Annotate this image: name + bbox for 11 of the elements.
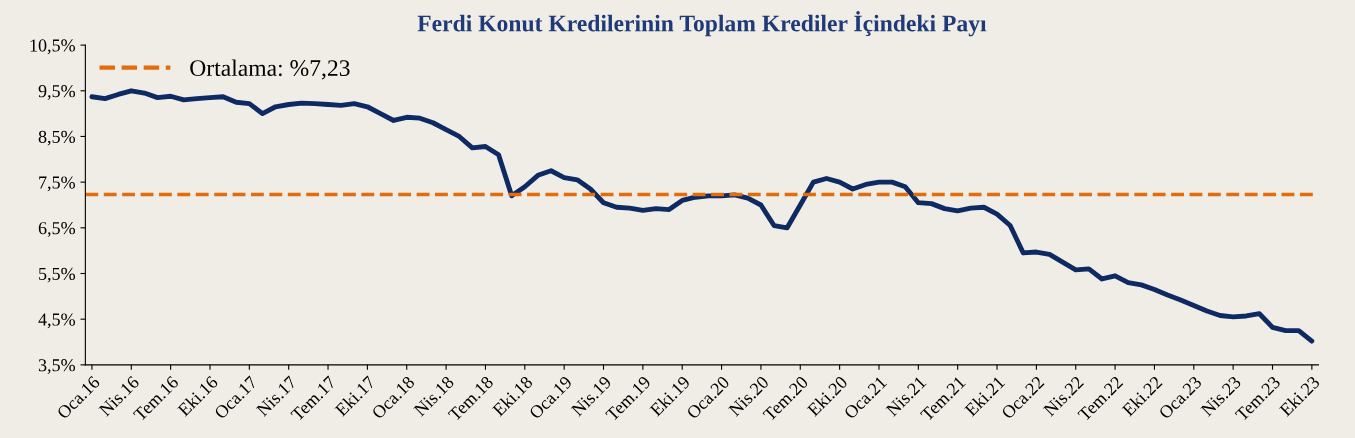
y-tick-label: 5,5%	[39, 267, 76, 283]
y-tick-label: 7,5%	[39, 176, 76, 192]
y-tick-label: 9,5%	[38, 85, 76, 100]
y-tick-label: 3,5%	[38, 359, 76, 374]
line-series	[89, 88, 1315, 344]
y-tick-label: 10,5%	[30, 39, 76, 55]
y-tick-label: 6,5%	[38, 222, 76, 237]
y-tick-label: 8,5%	[38, 130, 76, 146]
chart-title: Ferdi Konut Kredilerinin Toplam Krediler İçindeki Payı	[417, 11, 987, 37]
legend-label: Ortalama: %7,23	[190, 59, 350, 80]
y-tick-label: 4,5%	[38, 313, 76, 329]
